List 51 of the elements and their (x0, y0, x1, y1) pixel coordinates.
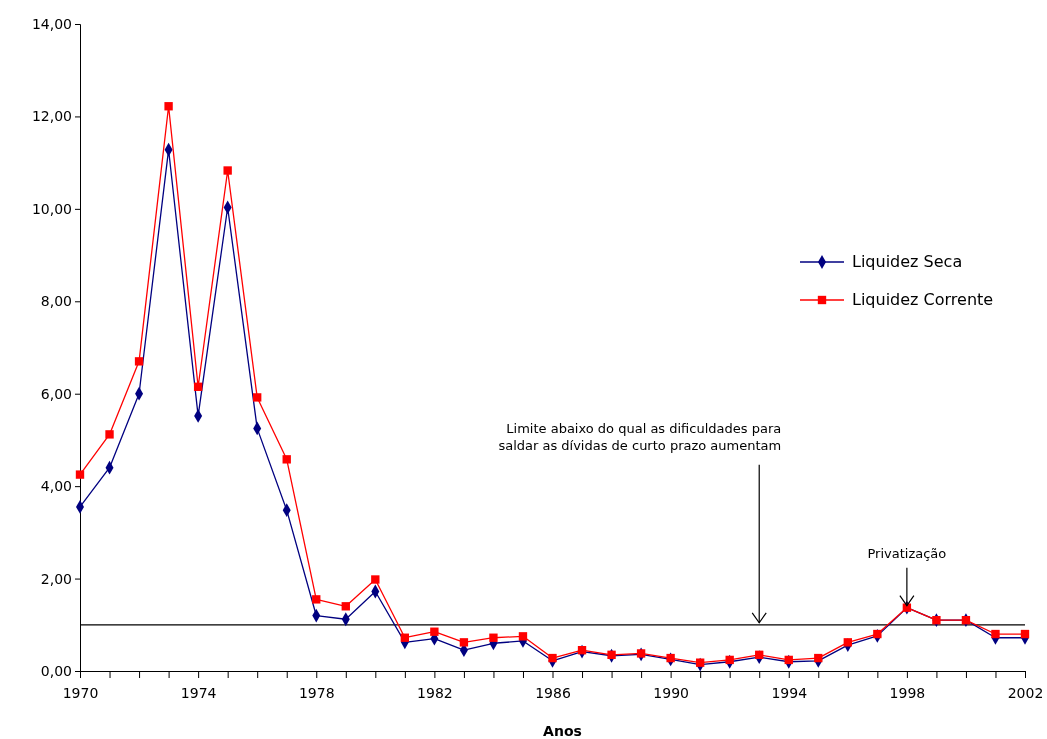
point (695, 658, 705, 667)
point (666, 653, 675, 663)
point (193, 382, 203, 391)
y-tick-label: 10,00 (31, 200, 72, 217)
y-tick-label: 2,00 (40, 570, 72, 587)
x-tick-label: 2002 (1007, 684, 1044, 701)
x-tick-label: 1978 (298, 684, 335, 701)
point (312, 595, 321, 604)
x-tick-label: 1998 (889, 684, 926, 701)
point (784, 655, 793, 665)
point (459, 638, 469, 647)
point (430, 627, 439, 636)
point (282, 455, 291, 464)
point (991, 629, 1000, 639)
point (1020, 629, 1030, 639)
y-tick-label: 14,00 (31, 15, 72, 32)
annotation: Limite abaixo do qual as dificuldades para saldar as dívidas de curto prazo aumentam (498, 420, 782, 453)
point (223, 166, 232, 175)
y-tick-label: 12,00 (31, 108, 72, 125)
x-axis-title: Anos (543, 723, 582, 739)
point (755, 650, 764, 660)
point (636, 649, 646, 658)
point (548, 653, 557, 663)
x-tick-label: 1982 (417, 684, 453, 701)
y-tick-label: 4,00 (40, 478, 72, 495)
x-tick-label: 1990 (653, 684, 689, 701)
point (105, 430, 114, 439)
point (75, 470, 85, 479)
point (489, 633, 498, 642)
x-tick-label: 1970 (62, 684, 99, 701)
point (518, 632, 528, 641)
point (725, 655, 734, 665)
y-tick-label: 6,00 (40, 385, 72, 402)
legend-label: Liquidez Corrente (852, 290, 994, 309)
x-tick-label: 1994 (771, 684, 808, 701)
x-tick-label: 1986 (535, 684, 571, 701)
point (873, 629, 882, 639)
point (577, 646, 587, 655)
annotation: Privatização (867, 545, 947, 561)
point (371, 575, 380, 584)
point (400, 633, 410, 642)
point (341, 602, 350, 611)
y-tick-label: 8,00 (40, 293, 72, 310)
point (164, 102, 173, 111)
point (814, 653, 823, 663)
point (134, 357, 144, 366)
point (253, 393, 262, 402)
point (843, 638, 852, 647)
legend-label: Liquidez Seca (852, 252, 963, 271)
x-tick-label: 1974 (180, 684, 217, 701)
y-tick-label: 0,00 (40, 662, 72, 679)
